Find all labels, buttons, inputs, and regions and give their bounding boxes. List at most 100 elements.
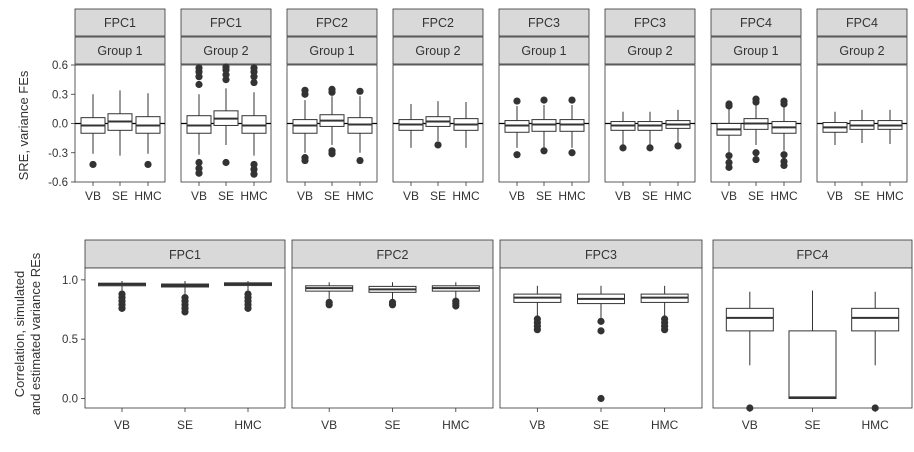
x-tick-label: VB (721, 189, 737, 203)
strip-bottom-label: Group 2 (203, 44, 248, 58)
strip-top (710, 8, 802, 37)
box-hmc (640, 285, 689, 334)
y-tick-label: 0.5 (62, 334, 78, 346)
panel-fpc1: FPC1 VB SE HMC (84, 239, 286, 432)
strip-bottom (74, 36, 166, 65)
box-hmc (241, 64, 267, 178)
strip-top-label: FPC4 (740, 16, 772, 30)
x-tick-label: SE (642, 189, 658, 203)
box-vb (725, 291, 774, 412)
interquartile-box (725, 307, 774, 332)
strip-top (604, 8, 696, 37)
outlier-point (646, 144, 654, 152)
strip-top-label: FPC2 (377, 248, 409, 262)
x-tick-label: SE (112, 189, 128, 203)
panel-fpc3-group-2: FPC3 Group 2 VB SE HMC (604, 8, 696, 203)
panel-fpc2-group-2: FPC2 Group 2 VB SE HMC (392, 8, 484, 203)
panel-fpc2-group-1: FPC2 Group 1 VB SE HMC (286, 8, 378, 203)
outlier-point (725, 163, 733, 171)
panel-fpc1-group-1: FPC1 Group 1 VB SE HMC (74, 8, 166, 203)
box-se (637, 111, 663, 152)
y-tick-label: 0.6 (52, 60, 68, 72)
x-tick-label: HMC (664, 189, 692, 203)
panel-fpc2: FPC2 VB SE HMC (291, 239, 494, 432)
outlier-point (222, 158, 230, 167)
y-axis-label-line-2: and estimated variance REs (28, 252, 43, 415)
bottom-chart-correlation-variance-res: Correlation, simulated and estimated vari… (12, 239, 913, 432)
x-tick-label: SE (536, 189, 552, 203)
box-se (531, 96, 557, 155)
outlier-point (452, 297, 460, 305)
strip-bottom (392, 36, 484, 65)
box-hmc (431, 282, 480, 310)
y-tick-label: 0.3 (52, 89, 68, 101)
strip-top (74, 8, 166, 37)
outlier-point (328, 150, 336, 158)
strip-bottom-label: Group 1 (97, 44, 142, 58)
outlier-point (533, 315, 541, 323)
outlier-point (513, 151, 521, 159)
outlier-point (752, 149, 760, 157)
outlier-point (325, 298, 333, 307)
outlier-point (674, 142, 682, 150)
box-vb (504, 97, 530, 159)
strip-top-label: FPC3 (634, 16, 666, 30)
box-se (743, 95, 769, 164)
outlier-point (434, 141, 442, 149)
x-tick-label: SE (854, 189, 870, 203)
x-tick-label: SE (593, 418, 609, 432)
y-tick-label: 1.0 (62, 275, 78, 287)
strip-top (180, 8, 272, 37)
box-vb (292, 86, 318, 165)
box-se (213, 63, 239, 167)
strip-top-label: FPC4 (846, 16, 878, 30)
strip-bottom (286, 36, 378, 65)
outlier-point (301, 86, 309, 94)
box-hmc (771, 97, 797, 170)
strip-top (392, 8, 484, 37)
x-tick-label: HMC (862, 418, 890, 432)
y-tick-label: -0.6 (48, 177, 68, 189)
interquartile-box (788, 330, 837, 400)
x-tick-label: VB (529, 418, 545, 432)
x-tick-label: VB (509, 189, 525, 203)
y-axis-label: SRE, variance FEs (16, 70, 31, 180)
outlier-point (195, 64, 203, 72)
box-hmc (135, 93, 161, 169)
panel-fpc4: FPC4 VB SE HMC (712, 239, 913, 432)
outlier-point (388, 298, 397, 307)
box-vb (80, 94, 106, 169)
outlier-point (752, 155, 760, 164)
outlier-point (597, 394, 605, 403)
strip-top (816, 8, 908, 37)
outlier-point (195, 80, 203, 89)
strip-top (499, 239, 703, 269)
x-tick-label: HMC (442, 418, 470, 432)
strip-bottom (604, 36, 696, 65)
box-vb (186, 64, 212, 177)
box-hmc (665, 109, 691, 150)
box-vb (610, 111, 636, 152)
x-tick-label: VB (742, 418, 758, 432)
box-vb (716, 100, 742, 171)
strip-bottom (498, 36, 590, 65)
panel-fpc4-group-2: FPC4 Group 2 VB SE HMC (816, 8, 908, 203)
strip-top-label: FPC1 (104, 16, 136, 30)
outlier-point (181, 294, 189, 302)
box-vb (398, 104, 424, 148)
outlier-point (144, 160, 152, 169)
box-hmc (347, 87, 373, 165)
outlier-point (118, 290, 126, 298)
box-hmc (877, 109, 903, 144)
strip-top-label: FPC2 (422, 16, 454, 30)
strip-bottom (816, 36, 908, 65)
x-tick-label: SE (177, 418, 193, 432)
outlier-point (250, 170, 258, 178)
outlier-point (597, 317, 605, 325)
y-tick-label: 0.0 (62, 394, 78, 406)
outlier-point (328, 85, 336, 93)
box-se (849, 109, 875, 143)
outlier-point (195, 158, 203, 167)
strip-top (291, 239, 494, 269)
